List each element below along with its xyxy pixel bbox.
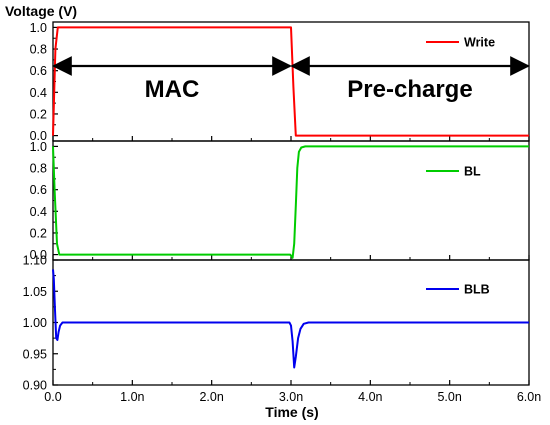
y-tick-label: 1.00 (23, 316, 47, 330)
y-tick-label: 0.90 (23, 379, 47, 393)
panel-3: 1.10 1.05 1.00 0.95 0.90 BLB (23, 254, 530, 393)
annotation-label: Pre-charge (347, 76, 472, 103)
series-line-bl (52, 145, 529, 259)
x-axis-title: Time (s) (265, 404, 318, 420)
y-tick-label: 1.0 (30, 21, 47, 35)
x-tick-label: 5.0n (437, 390, 461, 404)
x-tick-label: 2.0n (199, 390, 223, 404)
y-tick-label: 0.0 (30, 248, 47, 262)
chart-panels: 1.0 0.8 0.6 0.4 0.2 0.0 Write 1.0 0.8 0.6 0.4 0.2 0.… (23, 21, 542, 404)
series-line-blb (52, 269, 529, 369)
y-tick-label: 0.8 (30, 162, 47, 176)
annotation-label: MAC (145, 76, 200, 103)
y-tick-label: 0.4 (30, 205, 47, 219)
y-axis-title: Voltage (V) (5, 3, 77, 19)
y-tick-label: 0.2 (30, 107, 47, 121)
y-tick-label: 1.10 (23, 254, 47, 268)
y-tick-label: 1.0 (30, 140, 47, 154)
x-tick-label: 3.0n (279, 390, 303, 404)
panel-2: 1.0 0.8 0.6 0.4 0.2 0.0 BL (30, 140, 530, 262)
x-tick-label: 1.0n (120, 390, 144, 404)
y-tick-label: 1.05 (23, 285, 47, 299)
legend-label-blb: BLB (464, 283, 490, 297)
x-tick-label: 0.0 (44, 390, 61, 404)
y-tick-label: 0.95 (23, 347, 47, 361)
legend-label-write: Write (464, 36, 495, 50)
y-tick-label: 0.4 (30, 86, 47, 100)
y-tick-label: 0.6 (30, 183, 47, 197)
panel-frame (52, 140, 530, 261)
y-tick-label: 0.0 (30, 129, 47, 143)
y-tick-label: 0.2 (30, 226, 47, 240)
y-tick-label: 0.6 (30, 64, 47, 78)
x-tick-label: 4.0n (358, 390, 382, 404)
phase-annotations: MAC Pre-charge (52, 56, 530, 103)
legend-label-bl: BL (464, 165, 481, 179)
x-tick-label: 6.0n (517, 390, 541, 404)
y-tick-label: 0.8 (30, 43, 47, 57)
series-line-write (52, 26, 529, 137)
